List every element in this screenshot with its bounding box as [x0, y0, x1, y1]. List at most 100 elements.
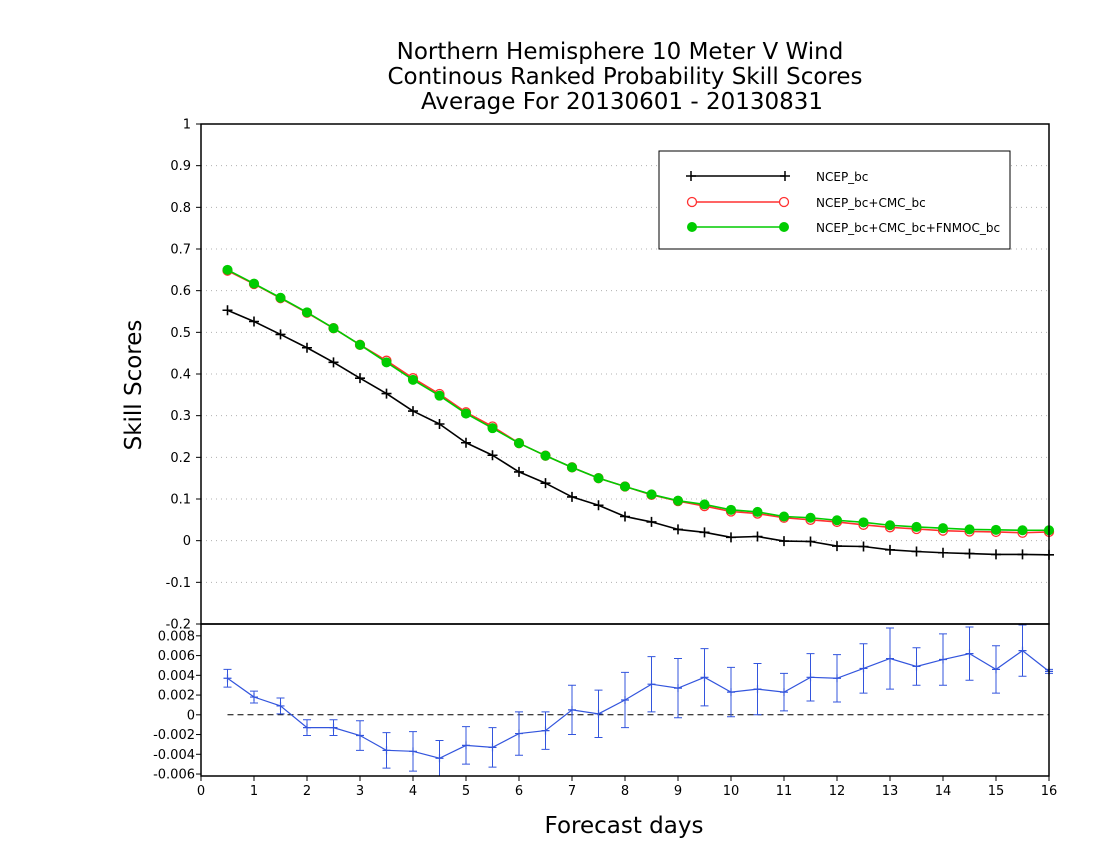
- difference-point: [594, 709, 603, 718]
- series-0-point: [1017, 549, 1028, 560]
- x-tick-label: 12: [829, 784, 846, 799]
- bottom-y-ticks: -0.006 -0.004 -0.002 0 0.002 0.004 0.006 0.008: [153, 629, 201, 783]
- series-line-0: [227, 309, 1050, 556]
- x-tick-label: 1: [250, 784, 258, 799]
- series-0-point: [540, 478, 551, 489]
- series-0-point: [355, 373, 365, 384]
- series-0-point: [858, 541, 869, 552]
- difference-point: [965, 649, 974, 658]
- series-0-point: [832, 541, 842, 552]
- series-2-point: [620, 481, 630, 492]
- series-2-point: [752, 506, 763, 517]
- difference-point: [276, 701, 285, 710]
- series-2-point: [328, 323, 339, 334]
- series-0-point: [302, 342, 312, 353]
- x-tick-label: 5: [462, 784, 470, 799]
- difference-point: [515, 729, 523, 738]
- bottom-y-tick-label: -0.002: [153, 728, 195, 743]
- difference-line: [227, 649, 1050, 759]
- series-0-point: [487, 450, 498, 461]
- top-y-tick-label: 0.8: [170, 201, 191, 216]
- series-0-point: [752, 531, 763, 542]
- difference-point: [806, 673, 815, 682]
- x-tick-label: 3: [356, 784, 364, 799]
- x-ticks: 0 1 2 3 4 5 6 7 8 9 10 11 12 13 14 15 16: [197, 776, 1057, 799]
- difference-point: [356, 731, 364, 740]
- series-2-point: [832, 515, 842, 526]
- series-2-point: [487, 423, 498, 434]
- series-2-point: [275, 292, 286, 303]
- difference-point: [435, 754, 444, 763]
- legend-marker-ncep-cmc-left: [686, 196, 698, 208]
- top-y-tick-label: 0.3: [170, 409, 191, 424]
- x-tick-label: 7: [568, 784, 576, 799]
- difference-point: [939, 655, 947, 664]
- top-y-tick-label: 0: [183, 534, 191, 549]
- series-2-point: [355, 339, 365, 350]
- series-2-point: [726, 504, 736, 515]
- legend: NCEP_bc NCEP_bc+CMC_bc NCEP_bc+CMC_bc+FN…: [658, 150, 1011, 250]
- bottom-y-tick-label: 0.008: [158, 629, 195, 644]
- series-0-point: [408, 406, 418, 417]
- difference-point: [912, 662, 921, 671]
- series-2-point: [381, 357, 392, 368]
- series-0-point: [699, 527, 710, 538]
- series-2-point: [567, 462, 577, 473]
- difference-point: [568, 705, 576, 714]
- bottom-y-tick-label: 0: [187, 708, 195, 723]
- series-2-point: [302, 307, 312, 318]
- series-0-point: [381, 388, 392, 399]
- series-2-point: [222, 264, 233, 275]
- difference-point: [329, 723, 338, 732]
- difference-point: [886, 654, 894, 663]
- legend-marker-ncep-cmc-fnmoc-left: [687, 222, 697, 232]
- series-0-point: [567, 491, 577, 502]
- series-2-point: [540, 450, 551, 461]
- x-tick-label: 16: [1041, 784, 1058, 799]
- series-0-point: [885, 544, 895, 555]
- series-2-point: [1017, 525, 1028, 536]
- series-0-point: [911, 546, 922, 557]
- series-2-point: [938, 523, 948, 534]
- difference-point: [753, 685, 762, 694]
- difference-point: [859, 664, 868, 673]
- series-0-point: [805, 536, 816, 547]
- legend-label-ncep-bc: NCEP_bc: [816, 170, 868, 184]
- top-y-tick-label: -0.1: [166, 576, 191, 591]
- series-0-point: [328, 357, 339, 368]
- series-0-point: [779, 536, 789, 547]
- series-0-point: [275, 329, 286, 340]
- difference-point: [541, 726, 550, 735]
- series-2-point: [249, 278, 259, 289]
- difference-point: [488, 743, 497, 752]
- x-tick-label: 13: [882, 784, 899, 799]
- legend-marker-ncep-cmc-fnmoc-right: [779, 222, 789, 232]
- difference-point: [382, 746, 391, 755]
- chart-title-line-3: Average For 20130601 - 20130831: [421, 89, 823, 115]
- top-y-tick-label: 0.1: [170, 493, 191, 508]
- x-tick-label: 2: [303, 784, 311, 799]
- legend-label-ncep-cmc-fnmoc: NCEP_bc+CMC_bc+FNMOC_bc: [816, 221, 1000, 235]
- bottom-series-group: [223, 624, 1053, 777]
- series-0-point: [249, 316, 259, 327]
- x-tick-label: 10: [723, 784, 740, 799]
- chart-title-line-1: Northern Hemisphere 10 Meter V Wind: [397, 39, 844, 65]
- difference-point: [223, 674, 232, 683]
- series-2-point: [699, 499, 710, 510]
- difference-point: [700, 673, 709, 682]
- difference-point: [647, 680, 656, 689]
- series-2-point: [805, 512, 816, 523]
- series-2-point: [461, 408, 471, 419]
- series-0-point: [222, 305, 233, 316]
- bottom-y-tick-label: 0.004: [158, 669, 195, 684]
- series-2-point: [964, 524, 975, 535]
- bottom-y-tick-label: -0.006: [153, 768, 195, 783]
- difference-point: [833, 674, 841, 683]
- top-y-tick-label: -0.2: [166, 618, 191, 633]
- difference-point: [780, 688, 788, 697]
- series-0-point: [991, 549, 1001, 560]
- x-tick-label: 4: [409, 784, 417, 799]
- series-line-2: [227, 269, 1049, 532]
- legend-label-ncep-cmc: NCEP_bc+CMC_bc: [816, 196, 926, 210]
